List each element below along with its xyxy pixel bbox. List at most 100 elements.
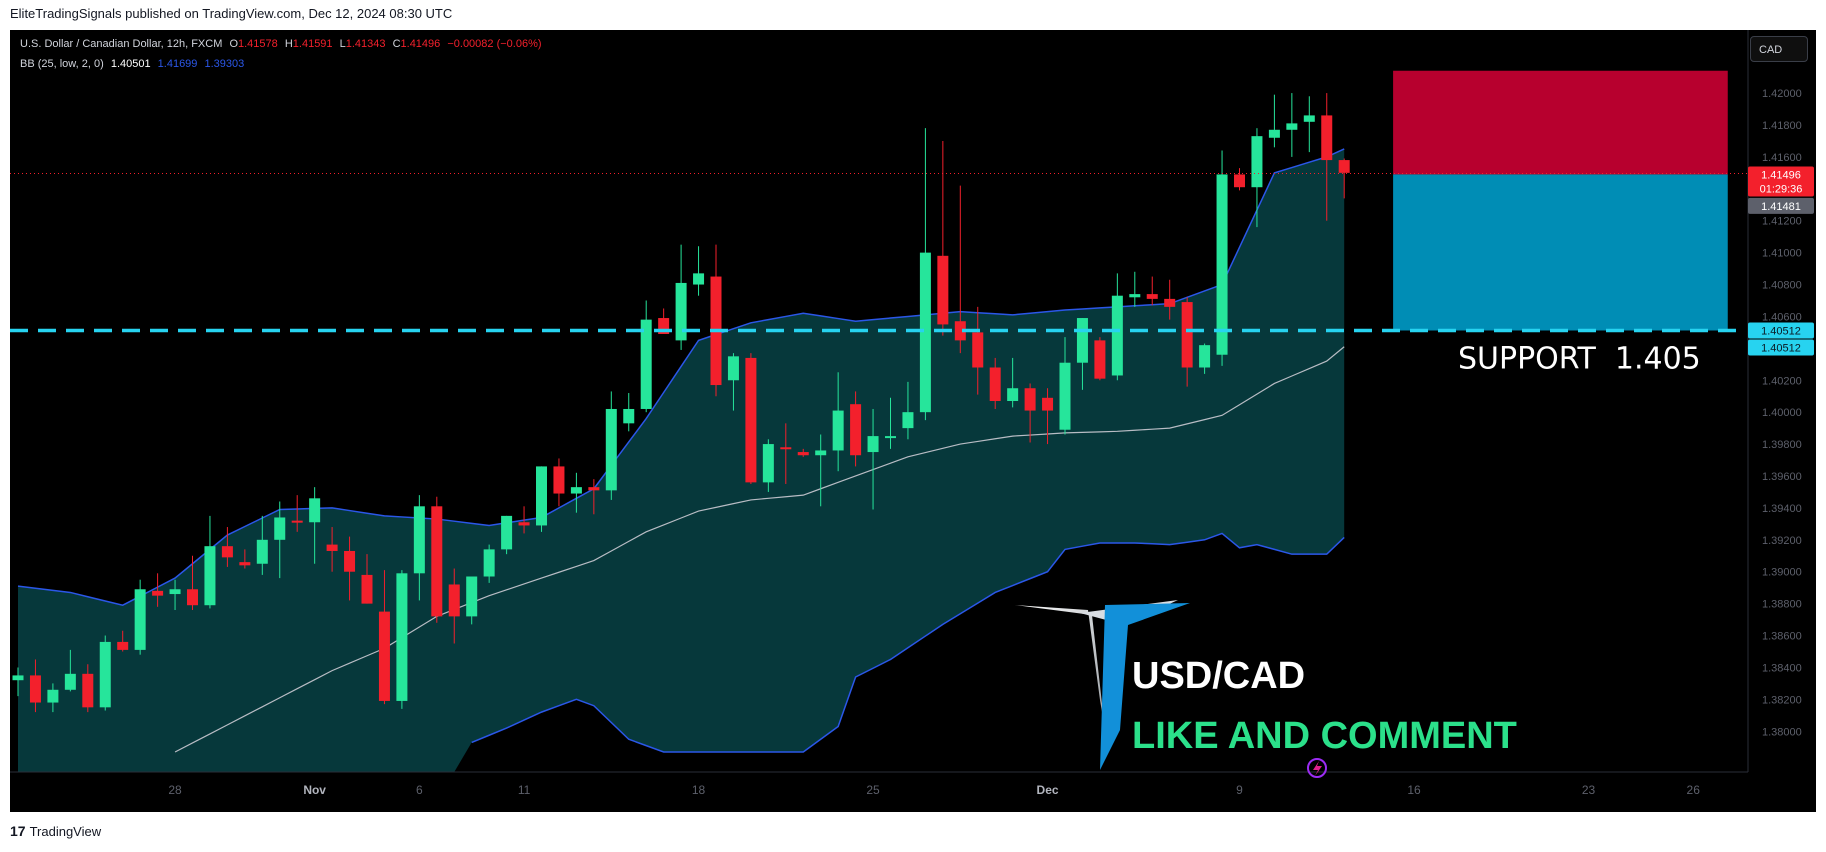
candle xyxy=(1094,337,1106,381)
candle xyxy=(466,576,478,625)
price-tick-label: 1.41800 xyxy=(1762,120,1802,132)
time-axis[interactable]: 28 Nov 6 11 18 25 Dec 9 16 23 26 xyxy=(10,771,1748,797)
candle xyxy=(448,568,460,644)
price-tick-label: 1.38600 xyxy=(1762,631,1802,643)
candle-body xyxy=(972,332,984,368)
candle-body xyxy=(536,466,547,526)
candle xyxy=(361,554,373,604)
bollinger-basis-line xyxy=(174,346,1345,753)
candle-body xyxy=(623,408,635,424)
stop-loss-zone[interactable] xyxy=(1393,70,1728,175)
bb-basis-value: 1.40501 xyxy=(110,58,151,70)
candle-body xyxy=(361,574,373,604)
price-tick-label: 1.41600 xyxy=(1762,152,1802,164)
candle xyxy=(344,536,356,601)
candle-body xyxy=(1321,115,1333,161)
candle xyxy=(1303,96,1315,153)
footer-brand[interactable]: 17 TradingView xyxy=(10,823,101,839)
currency-button[interactable]: CAD xyxy=(1750,36,1808,62)
candle xyxy=(553,458,565,507)
candle-body xyxy=(344,550,356,572)
candle-body xyxy=(82,673,94,708)
candle xyxy=(1199,343,1211,374)
candle-body xyxy=(867,436,879,453)
time-tick-label: 16 xyxy=(1407,783,1421,797)
candle-body xyxy=(1146,294,1158,299)
bb-legend: BB (25, low, 2, 0) 1.40501 1.41699 1.393… xyxy=(20,58,248,70)
price-tick-label: 1.38200 xyxy=(1762,694,1802,706)
candle-body xyxy=(902,412,914,429)
candle-body xyxy=(64,673,76,690)
candle-body xyxy=(187,589,198,606)
candle xyxy=(797,448,809,457)
support-label: SUPPORT 1.405 xyxy=(1458,341,1701,376)
price-tick-label: 1.40200 xyxy=(1762,375,1802,387)
candle xyxy=(762,439,774,492)
high-label: H xyxy=(284,38,293,50)
candle xyxy=(902,381,914,440)
candle-body xyxy=(675,282,687,341)
candle xyxy=(378,570,390,705)
candle-body xyxy=(326,544,338,551)
candle xyxy=(431,496,443,623)
candle xyxy=(972,306,984,395)
time-tick-label: Dec xyxy=(1037,783,1059,797)
candle xyxy=(501,515,513,555)
candle xyxy=(221,527,233,567)
price-tick-label: 1.39800 xyxy=(1762,439,1802,451)
price-tick-label: 1.39200 xyxy=(1762,535,1802,547)
candle-body xyxy=(169,589,181,595)
candle xyxy=(1024,383,1036,443)
price-tick-label: 1.39400 xyxy=(1762,503,1802,515)
candle-body xyxy=(1286,123,1298,130)
open-label: O xyxy=(229,38,238,50)
candle-body xyxy=(221,546,233,558)
candle-body xyxy=(396,573,408,701)
candle xyxy=(1338,158,1350,199)
candle xyxy=(588,479,600,515)
candle xyxy=(693,246,705,296)
price-tick-label: 1.38400 xyxy=(1762,662,1802,674)
candle xyxy=(396,570,408,709)
candle xyxy=(919,128,931,421)
open-value: 1.41578 xyxy=(238,38,278,50)
short-position-tool[interactable] xyxy=(10,70,1748,331)
candle xyxy=(326,527,338,572)
grey-price-value: 1.41481 xyxy=(1761,201,1801,213)
price-axis[interactable]: 1.420001.418001.416001.414001.412001.410… xyxy=(1747,30,1802,772)
candle xyxy=(780,423,792,484)
candle xyxy=(239,549,251,569)
candle xyxy=(867,408,879,510)
take-profit-zone[interactable] xyxy=(1393,174,1728,331)
candle-body xyxy=(797,452,809,456)
candle xyxy=(745,353,757,484)
time-tick-label: 25 xyxy=(866,783,880,797)
candle xyxy=(832,372,844,472)
candle xyxy=(850,391,862,467)
candle-body xyxy=(274,517,286,540)
candle-body xyxy=(117,641,129,650)
support-price-tag xyxy=(1748,322,1814,339)
lightning-icon[interactable] xyxy=(1307,758,1327,778)
candle xyxy=(134,579,146,655)
price-tick-label: 1.39600 xyxy=(1762,471,1802,483)
candle-body xyxy=(605,408,617,491)
candle-body xyxy=(1303,115,1315,122)
price-chart[interactable]: 1.420001.418001.416001.414001.412001.410… xyxy=(10,30,1816,812)
candle-body xyxy=(919,252,931,413)
time-tick-label: 23 xyxy=(1582,783,1596,797)
candle xyxy=(1146,276,1158,306)
candle-body xyxy=(1042,397,1054,411)
target-price-value: 1.40512 xyxy=(1761,342,1801,354)
candle xyxy=(1164,279,1176,320)
candle-body xyxy=(937,255,949,325)
tradingview-logo-icon: 17 xyxy=(10,823,26,839)
candle xyxy=(204,515,216,609)
candle xyxy=(291,495,303,532)
candle-body xyxy=(309,498,321,523)
last-price-value: 1.41496 xyxy=(1761,169,1801,181)
last-price-tag xyxy=(1748,166,1814,197)
time-tick-label: Nov xyxy=(303,783,326,797)
candle xyxy=(274,501,286,579)
price-tick-label: 1.41000 xyxy=(1762,248,1802,260)
